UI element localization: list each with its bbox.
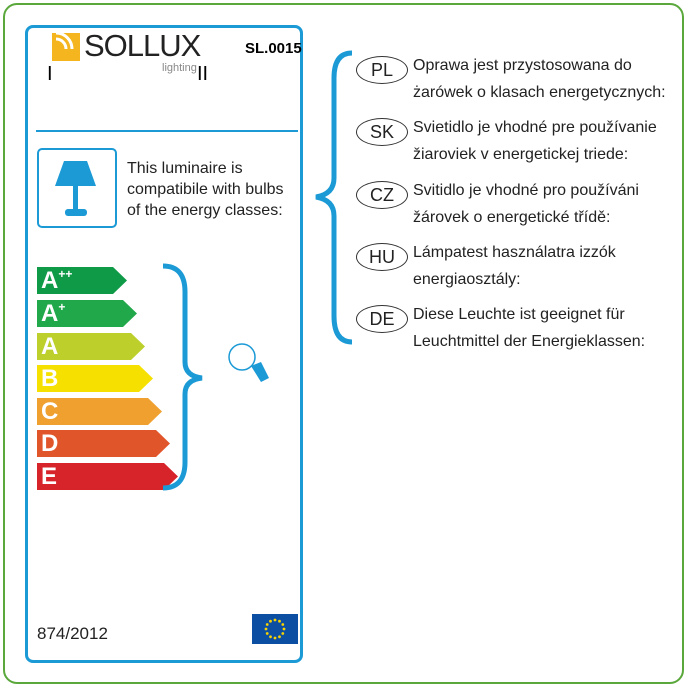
sollux-logo-mark: [52, 33, 80, 61]
eu-star: [282, 627, 286, 631]
class-letter: A: [41, 333, 59, 360]
energy-class-c: C: [37, 398, 162, 425]
class-sup: ++: [58, 267, 73, 281]
eu-star: [264, 627, 268, 631]
regulation: 874/2012: [37, 624, 108, 643]
logo-brand: SOLLUX: [84, 28, 201, 63]
class-letter: B: [41, 365, 59, 392]
lang-text-hu: Lámpatest használatra izzók: [413, 244, 616, 261]
lang-badge-de: DE: [356, 305, 408, 333]
lang-text-sk: žiaroviek v energetickej triede:: [413, 146, 629, 163]
lang-text-cz: žárovek o energetické třídě:: [413, 209, 611, 226]
product-code: SL.0015: [245, 40, 302, 57]
lang-text-sk: Svietidlo je vhodné pre používanie: [413, 119, 657, 136]
compat-line: of the energy classes:: [127, 202, 283, 219]
mark-right: II: [197, 63, 209, 85]
class-letter: A: [41, 267, 59, 294]
energy-class-app: A++: [37, 267, 127, 294]
class-letter: D: [41, 430, 59, 457]
eu-star: [269, 635, 272, 639]
class-letter: C: [41, 398, 59, 425]
compat-line: This luminaire is: [127, 160, 243, 177]
lang-text-pl: Oprawa jest przystosowana do: [413, 57, 632, 74]
energy-class-d: D: [37, 430, 170, 457]
lang-text-de: Diese Leuchte ist geeignet für: [413, 306, 625, 323]
class-letter: A: [41, 300, 59, 327]
eu-star: [278, 635, 281, 639]
energy-class-ap: A+: [37, 300, 137, 327]
lamp-icon: [55, 161, 96, 216]
logo-sub: lighting: [162, 62, 197, 74]
brace-languages: [315, 50, 353, 345]
class-sup: +: [58, 300, 66, 314]
lang-badge-sk: SK: [356, 118, 408, 146]
lang-text-hu: energiaosztály:: [413, 271, 521, 288]
bulb-icon: [228, 343, 269, 382]
energy-class-b: B: [37, 365, 153, 392]
eu-star: [281, 623, 285, 626]
eu-star: [281, 632, 285, 635]
lang-badge-cz: CZ: [356, 181, 408, 209]
eu-star: [273, 636, 277, 640]
outer-frame: [3, 3, 684, 684]
compat-line: compatibile with bulbs: [127, 181, 284, 198]
energy-class-a: A: [37, 333, 145, 360]
eu-star: [273, 618, 277, 622]
class-letter: E: [41, 463, 58, 490]
divider: [36, 130, 298, 132]
lang-text-de: Leuchtmittel der Energieklassen:: [413, 333, 646, 350]
lang-badge-hu: HU: [356, 243, 408, 271]
brace-left-panel: [162, 263, 203, 491]
eu-flag-icon: [252, 614, 298, 644]
eu-star: [269, 619, 272, 623]
eu-star: [278, 619, 281, 623]
lang-badge-pl: PL: [356, 56, 408, 84]
eu-star: [265, 623, 269, 626]
label-panel: [25, 25, 303, 663]
eu-star: [265, 632, 269, 635]
lang-text-pl: żarówek o klasach energetycznych:: [413, 84, 666, 101]
energy-class-e: E: [37, 463, 178, 490]
mark-left: I: [47, 63, 53, 85]
lang-text-cz: Svitidlo je vhodné pro používáni: [413, 182, 639, 199]
lamp-icon-box: [37, 148, 117, 228]
